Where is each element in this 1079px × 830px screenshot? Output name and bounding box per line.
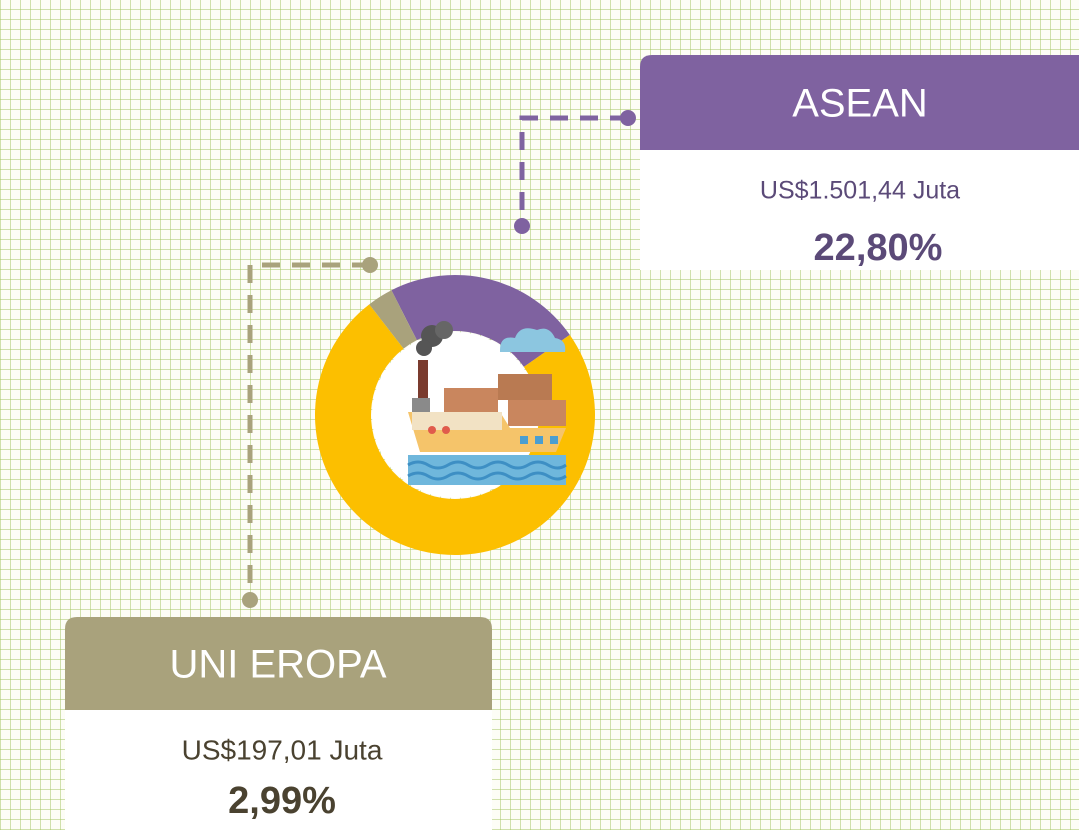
value-label: 22,80%	[814, 227, 943, 269]
value-label: 2,99%	[228, 780, 336, 822]
amount-label: US$1.501,44 Juta	[760, 177, 960, 205]
connector	[522, 118, 628, 226]
category-label: UNI EROPA	[169, 643, 386, 687]
connector-dot	[242, 592, 258, 608]
category-label: ASEAN	[792, 82, 928, 126]
connector-dot	[620, 110, 636, 126]
connector-dot	[362, 257, 378, 273]
amount-label: US$197,01 Juta	[182, 734, 383, 765]
chart: ASEAN US$1.501,44 Juta 22,80% UNI EROPA …	[0, 0, 1079, 830]
page: ASEAN US$1.501,44 Juta 22,80% UNI EROPA …	[0, 0, 1079, 830]
connector-dot	[514, 218, 530, 234]
